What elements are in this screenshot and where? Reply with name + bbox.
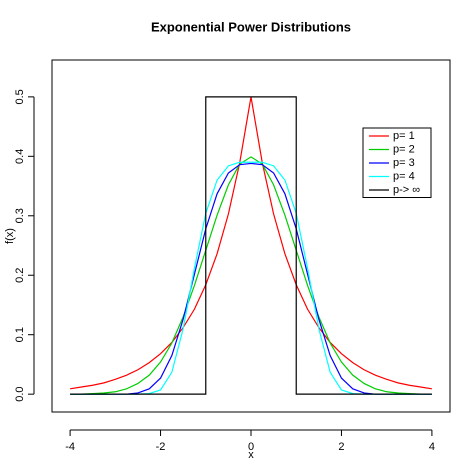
- series-line: [70, 162, 432, 395]
- x-axis-label: x: [248, 449, 254, 461]
- chart-title: Exponential Power Distributions: [151, 19, 351, 34]
- series-line: [70, 96, 432, 395]
- y-tick-label: 0.0: [14, 387, 26, 402]
- series-line: [70, 156, 432, 395]
- y-tick-label: 0.5: [14, 89, 26, 104]
- y-tick-label: 0.4: [14, 149, 26, 164]
- x-tick-label: -2: [156, 441, 166, 453]
- plot-frame: [51, 59, 451, 413]
- x-tick-label: -4: [65, 441, 75, 453]
- x-tick-label: 2: [338, 441, 344, 453]
- legend-label: p= 1: [393, 130, 415, 142]
- y-tick-label: 0.2: [14, 268, 26, 283]
- y-axis-label: f(x): [4, 228, 16, 244]
- y-tick-label: 0.3: [14, 208, 26, 223]
- x-tick-label: 4: [429, 441, 435, 453]
- x-tick-label: 0: [248, 441, 254, 453]
- legend-label: p= 3: [393, 157, 415, 169]
- legend-label: p= 2: [393, 143, 415, 155]
- legend-label: p-> ∞: [393, 184, 420, 196]
- legend-label: p= 4: [393, 170, 415, 182]
- y-tick-label: 0.1: [14, 327, 26, 342]
